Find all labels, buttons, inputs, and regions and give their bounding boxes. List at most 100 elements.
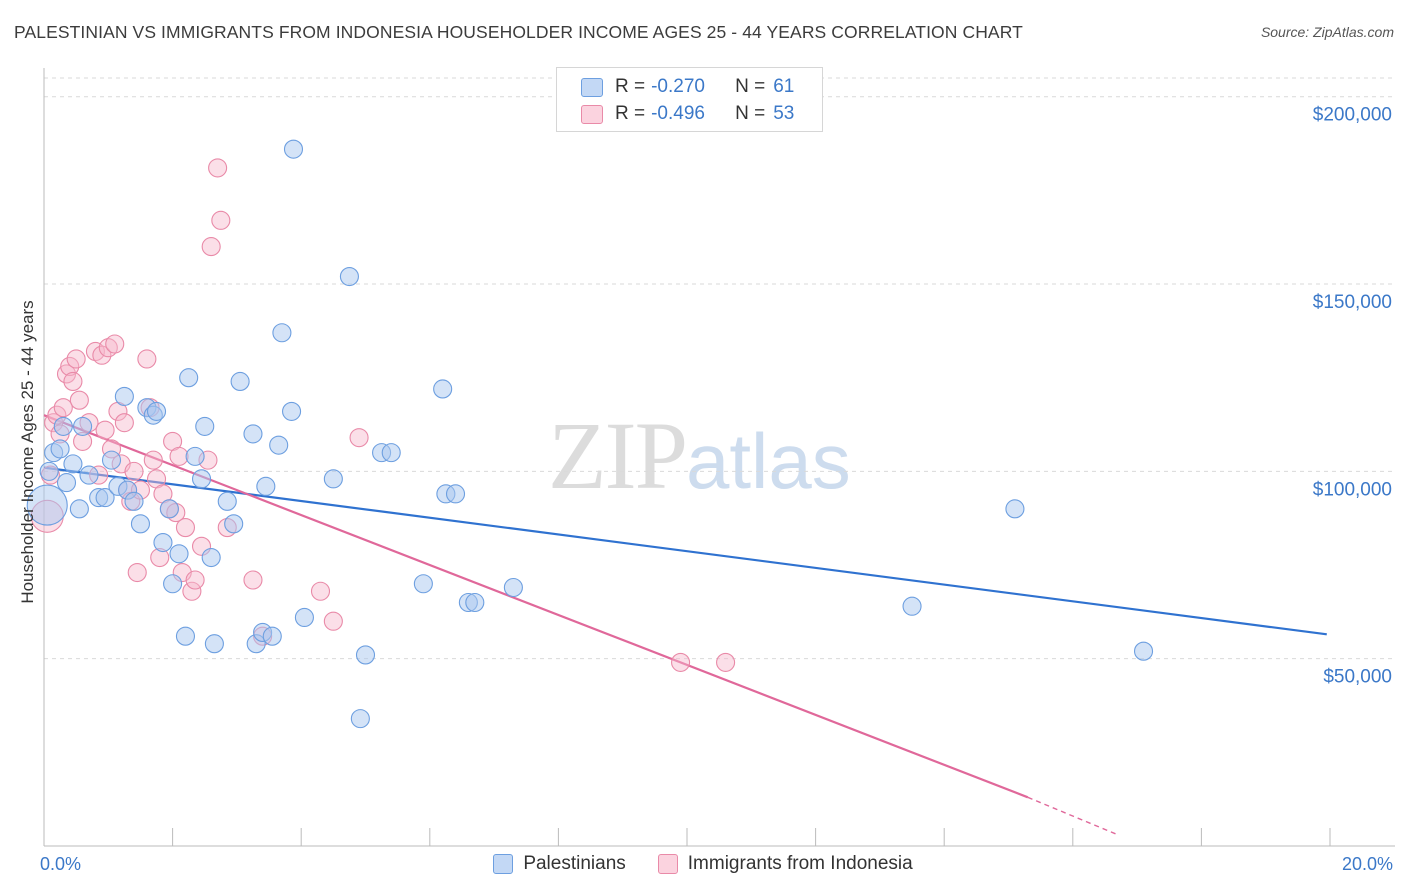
- ytick-label: $100,000: [1313, 479, 1392, 500]
- indonesia-point: [310, 581, 331, 601]
- palestinian-point: [413, 574, 433, 594]
- palestinian-point: [381, 443, 401, 463]
- palestinian-point: [503, 577, 523, 598]
- axes: [43, 68, 1395, 847]
- palestinian-point: [204, 634, 224, 654]
- palestinian-point: [217, 491, 237, 511]
- palestinian-point: [191, 469, 212, 489]
- palestinian-point: [195, 416, 215, 436]
- chart-title: PALESTINIAN VS IMMIGRANTS FROM INDONESIA…: [14, 22, 1023, 42]
- indonesia-point: [127, 562, 147, 583]
- legend-row-indonesia: R = -0.496 N = 53: [581, 102, 794, 126]
- legend-n-label: N =: [735, 76, 766, 97]
- ytick-label: $50,000: [1323, 667, 1392, 688]
- palestinian-point: [185, 446, 205, 466]
- palestinian-point: [95, 488, 115, 508]
- palestinian-point: [323, 469, 343, 489]
- palestinian-point: [224, 514, 244, 534]
- palestinian-point: [39, 461, 59, 481]
- legend-r-label: R =: [615, 103, 646, 124]
- legend-swatch-pink: [657, 854, 678, 874]
- indonesia-point: [175, 518, 196, 538]
- palestinian-point: [256, 476, 276, 496]
- palestinian-point: [355, 645, 376, 665]
- indonesia-point: [182, 581, 202, 601]
- palestinian-point: [272, 323, 292, 343]
- legend-swatch-blue: [581, 77, 603, 97]
- indonesia-point: [243, 570, 263, 590]
- indonesia-point: [349, 428, 369, 448]
- indonesia-point: [60, 356, 80, 377]
- legend-r-value: -0.496: [651, 103, 705, 124]
- xtick-label-start: 0.0%: [40, 854, 81, 874]
- indonesia-point: [169, 446, 189, 466]
- trend-line-indonesia-extension: [1027, 796, 1119, 836]
- indonesia-point: [211, 210, 231, 230]
- indonesia-point: [92, 345, 112, 365]
- legend-item-indonesia: Immigrants from Indonesia: [657, 852, 913, 876]
- indonesia-point: [63, 371, 83, 392]
- palestinian-point: [294, 607, 314, 628]
- indonesia-point: [124, 461, 144, 481]
- palestinian-point: [262, 626, 282, 646]
- legend-label-indonesia: Immigrants from Indonesia: [687, 853, 913, 874]
- indonesia-point: [143, 450, 163, 470]
- palestinian-point: [902, 596, 922, 616]
- palestinian-point: [50, 439, 70, 459]
- indonesia-point: [69, 390, 89, 410]
- legend-r-value: -0.270: [651, 76, 705, 97]
- palestinian-point: [339, 267, 359, 287]
- palestinian-point: [124, 491, 144, 511]
- palestinian-point: [114, 386, 134, 406]
- palestinian-point: [169, 544, 189, 564]
- palestinian-point: [230, 371, 250, 392]
- indonesia-point: [66, 349, 86, 369]
- trend-lines: [43, 414, 1327, 836]
- watermark-atlas: atlas: [686, 417, 851, 505]
- palestinian-point: [53, 416, 73, 436]
- legend-n-value: 53: [773, 103, 795, 124]
- palestinian-point: [163, 574, 183, 594]
- indonesia-point: [323, 611, 343, 631]
- palestinian-point: [73, 416, 93, 436]
- palestinian-point: [79, 465, 99, 485]
- legend-label-palestinians: Palestinians: [523, 853, 626, 874]
- legend-row-palestinians: R = -0.270 N = 61: [581, 75, 794, 99]
- y-axis-label: Householder Income Ages 25 - 44 years: [18, 300, 37, 603]
- legend-n-label: N =: [735, 103, 766, 124]
- series-legend: Palestinians Immigrants from Indonesia: [0, 852, 1406, 876]
- legend-item-palestinians: Palestinians: [493, 852, 626, 876]
- palestinian-point: [1005, 499, 1025, 519]
- legend-swatch-pink: [581, 104, 603, 124]
- palestinian-point: [243, 424, 263, 444]
- grid-lines: [44, 77, 1395, 660]
- indonesia-point: [95, 420, 115, 440]
- indonesia-point: [671, 652, 691, 672]
- indonesia-point: [114, 413, 134, 433]
- axis-labels: $50,000 $100,000 $150,000 $200,000 0.0% 20.0%…: [18, 105, 1393, 874]
- watermark: ZIPatlas: [548, 400, 851, 511]
- palestinian-point: [350, 709, 370, 729]
- palestinian-point: [56, 473, 77, 493]
- indonesia-point: [716, 652, 736, 672]
- indonesia-point: [53, 398, 73, 418]
- source-note: Source: ZipAtlas.com: [1260, 24, 1394, 40]
- palestinian-point: [146, 401, 167, 421]
- legend-r-label: R =: [615, 76, 646, 97]
- indonesia-point: [208, 158, 228, 178]
- legend-n-value: 61: [773, 76, 795, 97]
- palestinian-point: [283, 139, 304, 159]
- trend-line-palestinians: [43, 466, 1327, 636]
- palestinian-point: [159, 499, 179, 519]
- palestinian-point: [63, 454, 83, 474]
- palestinian-point: [130, 514, 150, 534]
- indonesia-point: [105, 334, 125, 354]
- trend-line-indonesia: [43, 414, 1029, 799]
- palestinian-point: [433, 379, 453, 399]
- palestinian-point: [69, 499, 89, 519]
- ytick-label: $150,000: [1313, 292, 1392, 313]
- xtick-label-end: 20.0%: [1342, 854, 1393, 874]
- series-palestinians-points: [26, 139, 1154, 729]
- ytick-label: $200,000: [1313, 105, 1392, 126]
